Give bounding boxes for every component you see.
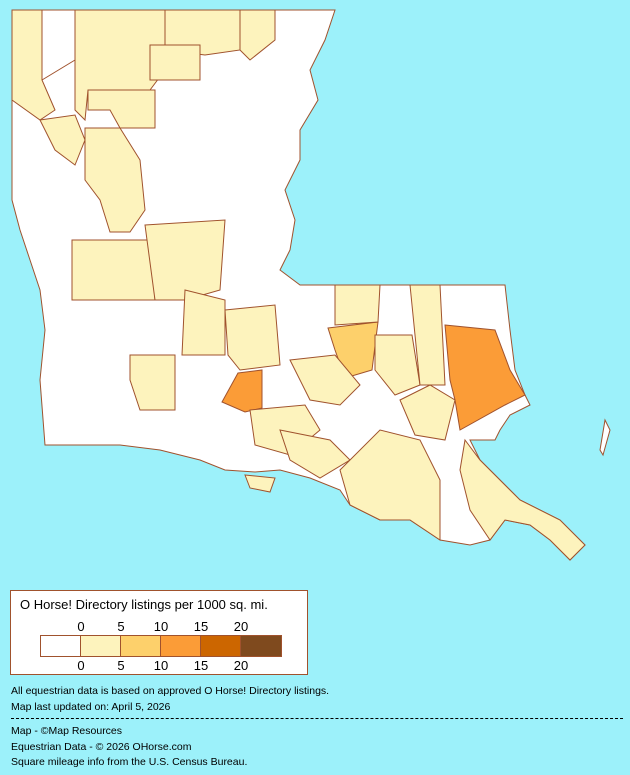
legend-tick-bottom: 15 xyxy=(193,658,209,673)
parish-sabine-vernon xyxy=(71,239,156,301)
legend-tick-top: 10 xyxy=(153,619,169,634)
parish-grant-rapides xyxy=(144,219,226,301)
legend-tick-bottom: 5 xyxy=(117,658,125,673)
parish-iberville-ascension xyxy=(289,354,361,406)
legend-tick-bottom: 10 xyxy=(153,658,169,673)
legend-color-scale xyxy=(40,635,282,657)
legend-swatch xyxy=(241,636,281,656)
legend-swatch xyxy=(161,636,201,656)
parish-desoto xyxy=(39,114,86,166)
legend-tick-bottom: 20 xyxy=(233,658,249,673)
louisiana-parish-map xyxy=(11,9,611,561)
legend: O Horse! Directory listings per 1000 sq.… xyxy=(10,590,308,675)
parish-livingston xyxy=(374,334,421,396)
map-credit: Map - ©Map Resources xyxy=(11,725,123,737)
parish-avoyelles xyxy=(181,289,226,356)
legend-tick-top: 15 xyxy=(193,619,209,634)
parish-stcharles xyxy=(399,384,456,441)
legend-title: O Horse! Directory listings per 1000 sq.… xyxy=(20,597,268,612)
parish-sttammany xyxy=(444,324,526,431)
legend-swatch xyxy=(121,636,161,656)
parish-caddo xyxy=(11,9,56,121)
parish-claiborne-union xyxy=(164,9,241,56)
legend-swatch xyxy=(41,636,81,656)
divider xyxy=(11,718,623,719)
data-credit: Equestrian Data - © 2026 OHorse.com xyxy=(11,741,192,753)
census-credit: Square mileage info from the U.S. Census… xyxy=(11,756,248,768)
legend-tick-top: 20 xyxy=(233,619,249,634)
parish-tangipahoa xyxy=(409,284,446,386)
parish-natchitoches xyxy=(84,127,146,233)
data-note: All equestrian data is based on approved… xyxy=(11,685,330,697)
last-updated: Map last updated on: April 5, 2026 xyxy=(11,701,171,713)
parish-lincoln xyxy=(149,44,201,81)
parish-vermilion-cameron-island xyxy=(244,474,276,493)
legend-swatch xyxy=(81,636,121,656)
legend-tick-top: 0 xyxy=(77,619,85,634)
parish-union-east xyxy=(239,9,276,61)
legend-tick-top: 5 xyxy=(117,619,125,634)
parish-evangeline-acadia xyxy=(129,354,176,411)
chandeleur-islands xyxy=(599,418,611,457)
parish-terrebonne-lafourche xyxy=(339,429,441,541)
parish-stlandry xyxy=(224,304,281,371)
legend-swatch xyxy=(201,636,241,656)
parish-boundaries xyxy=(41,10,76,81)
parish-plaquemines xyxy=(459,438,586,561)
legend-tick-bottom: 0 xyxy=(77,658,85,673)
parish-stmary xyxy=(279,429,351,479)
parish-westfeliciana xyxy=(334,284,381,326)
